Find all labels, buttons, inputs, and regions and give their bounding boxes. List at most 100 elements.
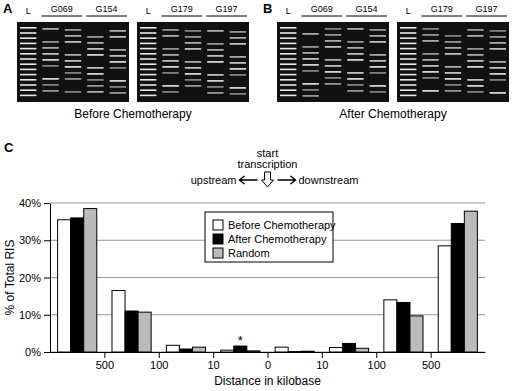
gel-band [467,79,483,81]
gel-band [140,69,156,71]
gel-band [370,35,386,37]
x-axis-title: Distance in kilobase [214,374,321,388]
gel-band [370,85,386,87]
lane-group-line [206,16,247,17]
gel-band [140,79,156,81]
gel-band [110,92,126,94]
gel-panel: ALG069G154LG179G197Before Chemotherapy [3,1,249,121]
gel-band [280,32,296,34]
x-tick: 500 [96,352,114,371]
gel-band [140,37,156,39]
bar [356,348,369,352]
bar [112,291,125,352]
gel-band [230,68,246,70]
gel-band [87,67,103,69]
lane-label: G179 [171,4,193,14]
gel-band [140,32,156,34]
gel-image [137,22,249,102]
gel-panel: BLG069G154LG179G197After Chemotherapy [263,1,509,121]
y-axis: 0%10%20%30%40% [19,197,51,358]
gel-image [397,22,509,102]
gel-band [230,56,246,58]
gel-band [280,37,296,39]
bar [410,316,423,352]
gel-band [370,72,386,74]
gel-band [445,84,461,86]
gel-band [400,63,416,65]
gel-band [162,85,178,87]
gel-band [162,29,178,31]
gel-band [422,71,438,73]
y-tick-mark [44,352,50,353]
bar [58,220,71,352]
gel-band [42,59,58,61]
gel-band [370,66,386,68]
gel-band [87,36,103,38]
gel-band [467,29,483,31]
gel-band [467,54,483,56]
gel-band [230,74,246,76]
lane-group-line [301,16,342,17]
gel-band [162,60,178,62]
y-tick-label: 20% [19,272,41,284]
gel-band [140,89,156,91]
bar [384,300,397,352]
gel-band [347,90,363,92]
y-tick-label: 10% [19,309,41,321]
bar [221,350,234,352]
gel-band [162,66,178,68]
grid [50,203,485,352]
gel-band [110,49,126,51]
x-tick-mark [268,352,269,358]
gel-band [20,58,36,60]
gel-band [110,55,126,57]
gel-band [87,91,103,93]
gel-band [207,49,223,51]
gel-band [162,91,178,93]
gel-band [87,79,103,81]
gel-band [280,79,296,81]
y-tick-label: 0% [25,346,41,358]
gel-band [207,86,223,88]
lane-label: G197 [216,4,238,14]
gel-band [325,40,341,42]
gel-band [20,48,36,50]
x-tick-mark [213,352,214,358]
lane-group-line [466,16,507,17]
grid-line [50,203,485,204]
gel-band [422,40,438,42]
bar [192,347,205,352]
gel-band [185,73,201,75]
gel-band [207,92,223,94]
gel-band [490,48,506,50]
gel-band [42,47,58,49]
gel-band [467,85,483,87]
gel-band [87,48,103,50]
gel-band [302,52,318,54]
legend-label: Random [228,247,270,259]
gel-band [20,89,36,91]
gel-band [87,73,103,75]
gel-band [207,43,223,45]
gel-band [140,95,156,97]
gel-band [140,58,156,60]
gel-band [400,79,416,81]
x-tick-label: 0 [265,359,271,371]
bar [397,302,410,352]
gel-band [467,60,483,62]
panel-label: A [3,1,13,16]
arrow [278,176,296,184]
bar [329,348,342,352]
gel-band [422,77,438,79]
gel-band [185,85,201,87]
gel-band [42,28,58,30]
legend: Before ChemotherapyAfter ChemotherapyRan… [205,212,336,262]
grid-line [50,277,485,278]
bar [247,351,260,352]
lane-group-line [421,16,462,17]
gel-band [162,48,178,50]
gel-band [65,29,81,31]
gel-band [65,35,81,37]
x-tick: 10 [208,352,220,371]
gel-band [325,77,341,79]
